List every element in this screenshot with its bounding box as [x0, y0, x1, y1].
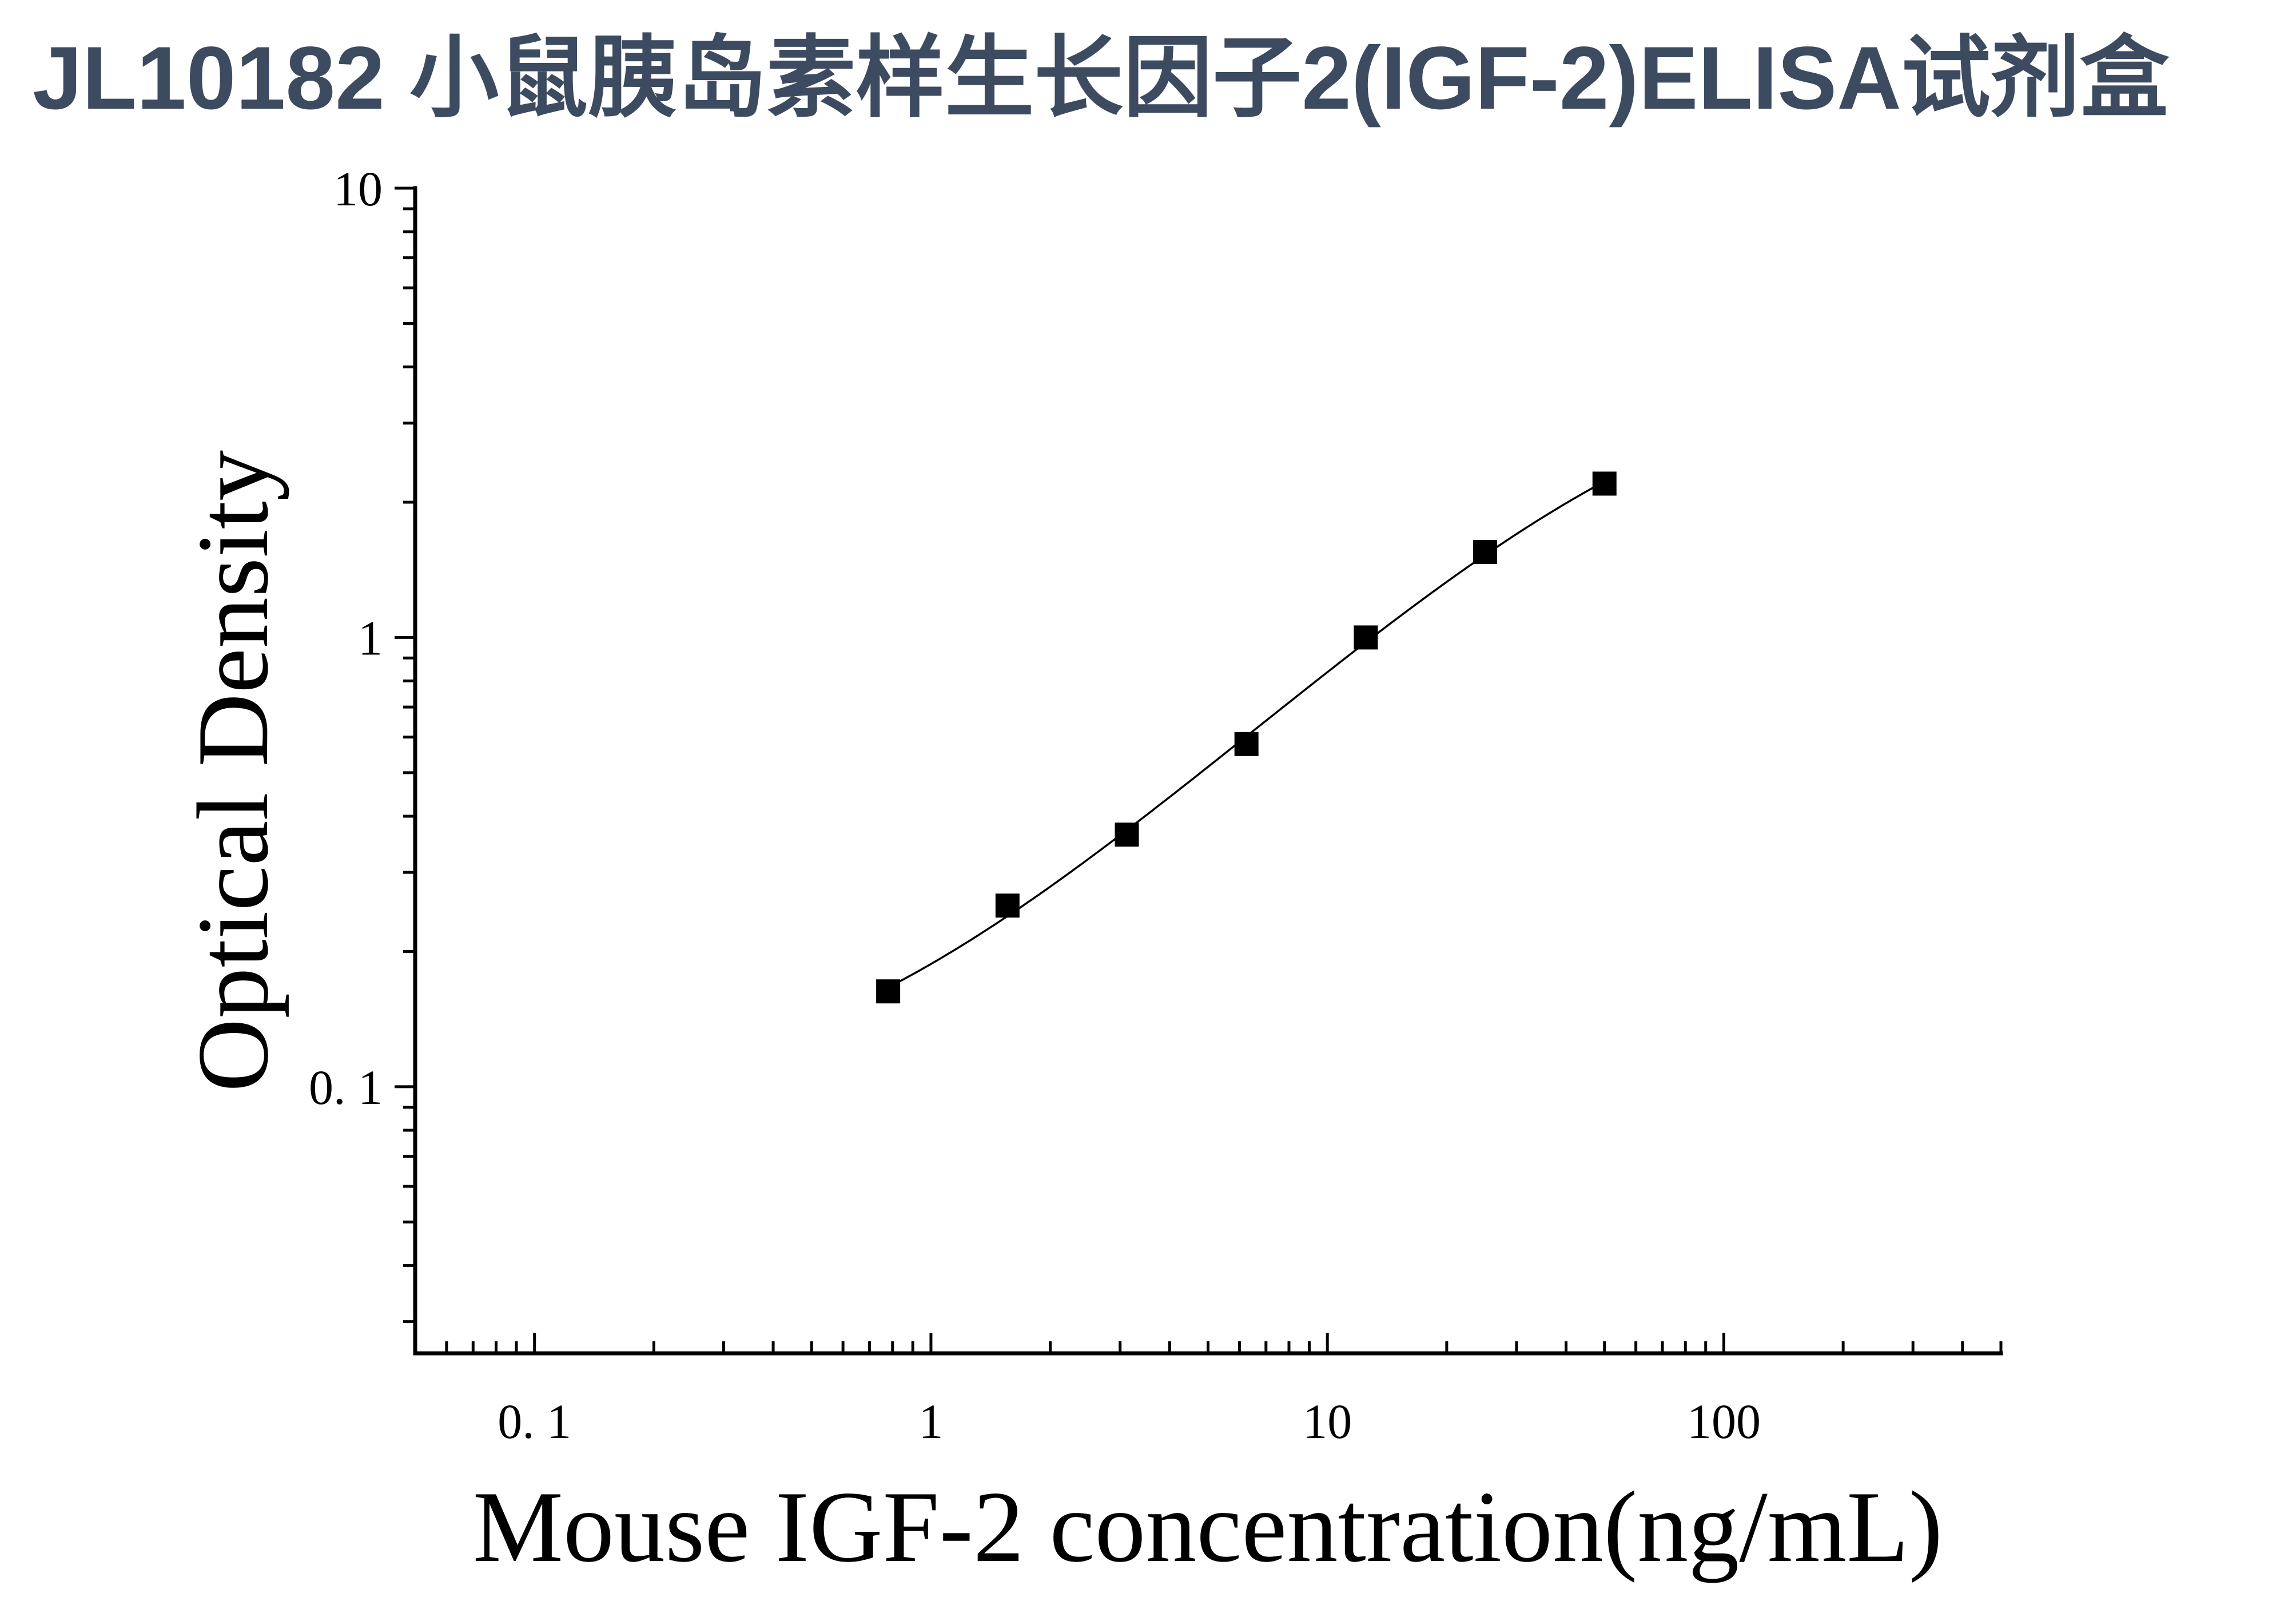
data-points: [876, 471, 1617, 1004]
y-tick-label: 1: [358, 610, 383, 665]
x-tick-label: 100: [1687, 1394, 1761, 1449]
data-point: [1234, 732, 1259, 756]
x-axis-label: Mouse IGF-2 concentration(ng/mL): [473, 1470, 1943, 1583]
data-point: [1592, 471, 1617, 496]
plot-area: 0. 1 1 10 100 0. 1 1 10: [309, 161, 2003, 1449]
y-tick-label: 0. 1: [309, 1060, 383, 1115]
chart-title: JL10182 小鼠胰岛素样生长因子2(IGF-2)ELISA试剂盒: [33, 29, 2170, 128]
y-axis-label: Optical Density: [176, 450, 289, 1092]
x-axis-tick-labels: 0. 1 1 10 100: [498, 1394, 1761, 1449]
y-tick-label: 10: [333, 161, 383, 216]
y-axis-ticks: [395, 186, 415, 1324]
data-point: [995, 893, 1020, 918]
x-axis-ticks: [413, 1333, 2003, 1353]
y-axis-tick-labels: 0. 1 1 10: [309, 161, 383, 1115]
data-point: [1354, 625, 1378, 650]
x-tick-label: 0. 1: [498, 1394, 571, 1449]
data-point: [876, 979, 901, 1004]
data-point: [1115, 823, 1139, 847]
x-tick-label: 1: [918, 1394, 943, 1449]
x-tick-label: 10: [1303, 1394, 1352, 1449]
data-point: [1473, 539, 1498, 564]
